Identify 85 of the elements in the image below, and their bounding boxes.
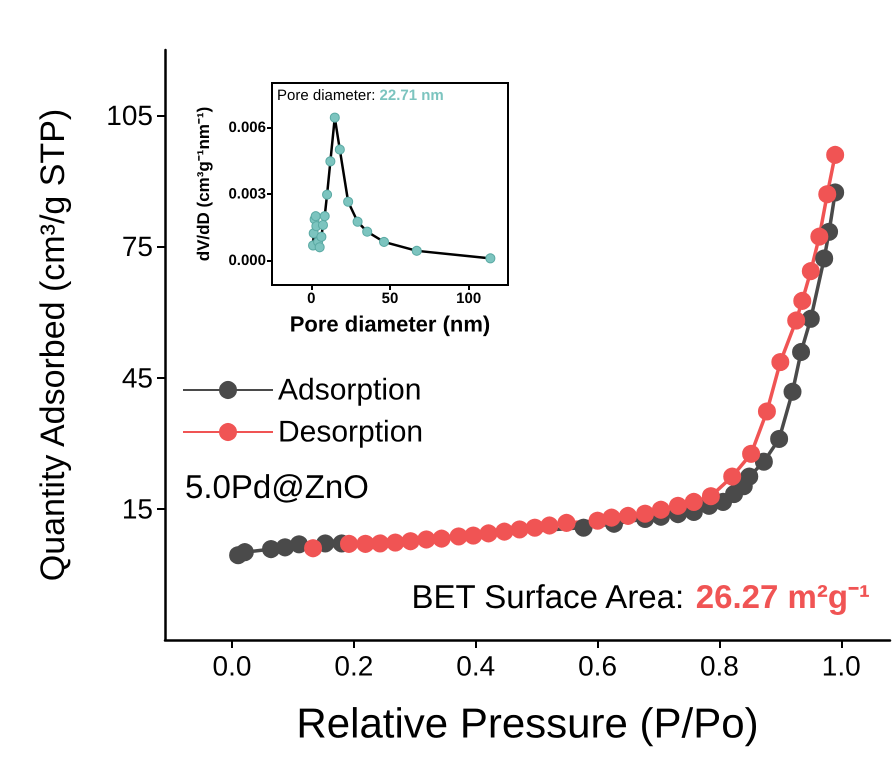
point: [684, 492, 703, 511]
point: [290, 535, 308, 554]
x-tick-label: 0.8: [700, 650, 739, 682]
point: [314, 242, 325, 252]
point: [826, 146, 844, 164]
point: [723, 468, 742, 486]
point: [810, 228, 828, 246]
x-tick-label: 0.2: [334, 650, 374, 682]
point: [602, 508, 621, 527]
point: [371, 534, 390, 552]
point: [340, 534, 358, 553]
point: [362, 226, 372, 237]
y-axis-title: Quantity Adsorbed (cm³/g STP): [34, 108, 72, 582]
point: [740, 468, 758, 486]
point: [464, 526, 482, 545]
point: [480, 524, 498, 542]
x-axis-title: Pore diameter (nm): [290, 312, 490, 336]
point: [758, 402, 776, 420]
point: [450, 527, 468, 546]
x-tick-label: 0.6: [578, 650, 618, 682]
point: [742, 444, 760, 463]
point: [485, 253, 496, 264]
chart-title: Pore diameter: 22.71 nm: [277, 87, 444, 104]
point: [619, 506, 638, 525]
legend-label: Adsorption: [278, 374, 422, 406]
point: [343, 196, 354, 207]
point: [784, 382, 802, 401]
point: [818, 185, 836, 204]
y-tick-label: 0.006: [228, 118, 266, 136]
annotation: 5.0Pd@ZnO: [185, 468, 369, 505]
point: [316, 232, 326, 242]
point: [793, 292, 812, 310]
point: [510, 520, 529, 538]
y-tick-label: 0.003: [228, 185, 266, 202]
point: [432, 530, 451, 548]
point: [802, 262, 820, 280]
x-tick-label: 0.4: [456, 650, 496, 682]
point: [318, 220, 328, 230]
point: [304, 539, 322, 558]
point: [402, 532, 420, 550]
point: [495, 522, 514, 541]
legend-label: Desorption: [278, 416, 424, 448]
y-tick-label: 15: [122, 493, 153, 524]
point: [558, 514, 576, 532]
point: [792, 342, 810, 361]
point: [330, 112, 340, 123]
point: [412, 246, 422, 256]
point: [815, 249, 834, 268]
point: [276, 538, 294, 556]
point: [322, 190, 332, 200]
point: [754, 452, 773, 471]
point: [356, 534, 374, 553]
point: [636, 504, 654, 523]
point: [320, 211, 330, 222]
point: [236, 543, 254, 562]
x-tick-label: 0.0: [212, 650, 252, 682]
x-tick-label: 1.0: [822, 650, 861, 682]
y-tick-label: 45: [122, 362, 153, 394]
point: [417, 530, 436, 548]
point: [702, 487, 720, 506]
point: [310, 211, 321, 222]
point: [652, 500, 670, 519]
y-tick-label: 0.000: [228, 252, 266, 270]
y-tick-label: 105: [106, 100, 153, 132]
point: [787, 312, 806, 330]
y-tick-label: 75: [122, 231, 153, 262]
point: [540, 516, 558, 534]
point: [669, 496, 687, 515]
point: [771, 353, 790, 372]
annotation: BET Surface Area: 26.27 m²g⁻¹: [411, 578, 870, 615]
point: [770, 430, 788, 448]
x-tick-label: 100: [456, 290, 482, 307]
point: [325, 156, 336, 166]
y-axis-title: dV/dD (cm³g⁻¹nm⁻¹): [194, 106, 213, 262]
x-tick-label: 50: [382, 290, 398, 307]
x-tick-label: 0: [307, 290, 316, 307]
point: [334, 144, 345, 155]
point: [379, 236, 390, 247]
x-axis-title: Relative Pressure (P/Po): [296, 700, 759, 746]
point: [526, 518, 544, 537]
point: [352, 216, 363, 227]
point: [802, 310, 820, 328]
point: [574, 518, 593, 537]
point: [588, 512, 607, 530]
point: [386, 534, 404, 552]
